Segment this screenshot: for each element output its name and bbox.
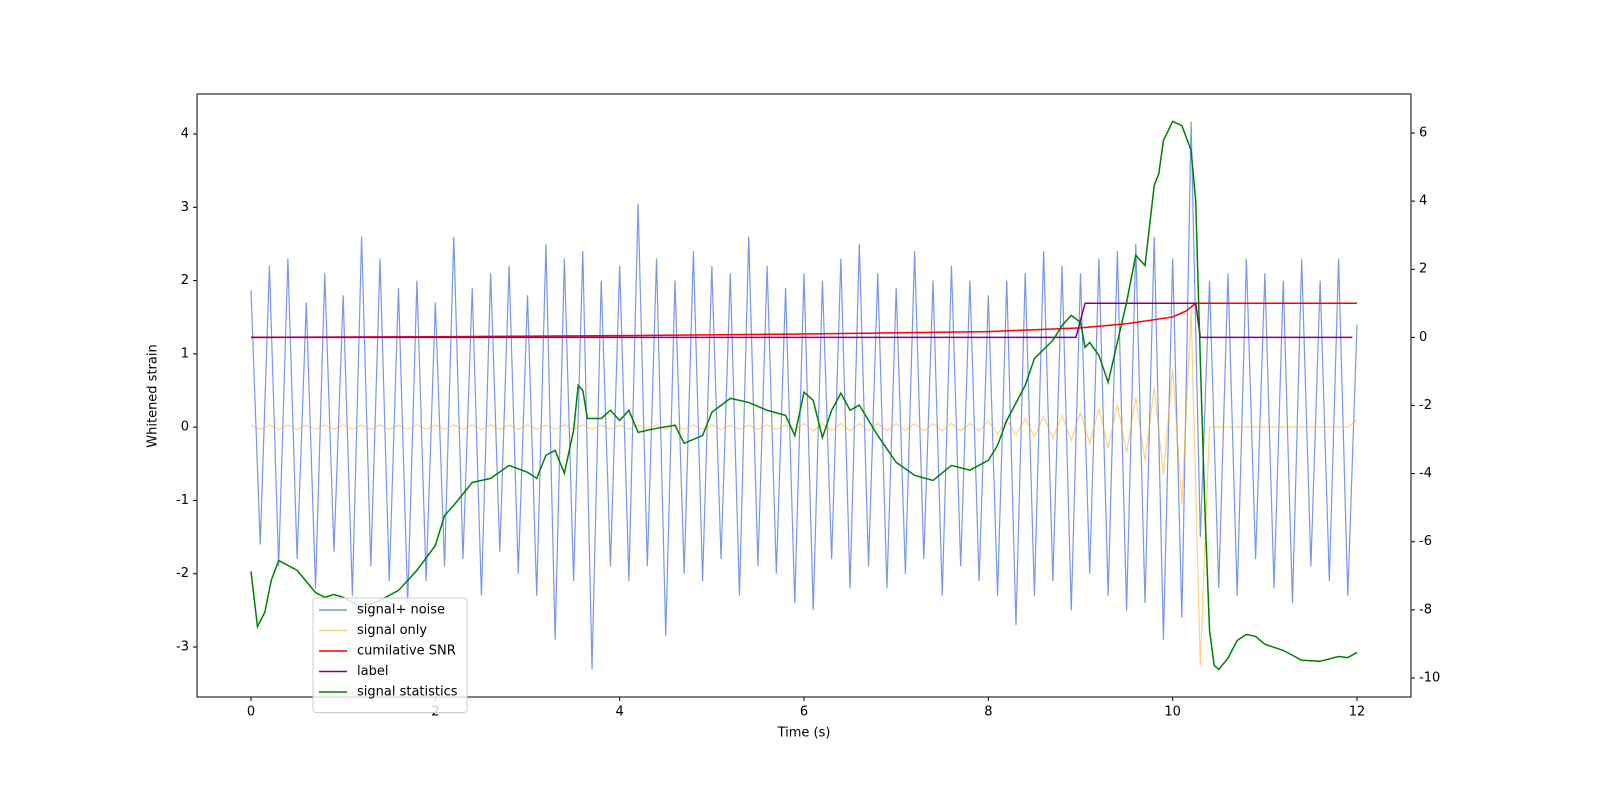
legend: signal+ noise signal only cumilative SNR la… (312, 597, 468, 713)
y-tick-label: 4 (181, 127, 189, 142)
x-tick-label: 12 (1349, 705, 1366, 720)
y2-tick-label: -6 (1419, 534, 1432, 549)
y-axis-label: Whitened strain (146, 344, 161, 447)
series-line (251, 302, 1353, 339)
x-tick-label: 0 (247, 705, 255, 720)
y-tick-label: -1 (176, 493, 189, 508)
series-line (250, 120, 1358, 671)
x-tick-label: 4 (616, 705, 624, 720)
y2-tick-label: -8 (1419, 602, 1432, 617)
legend-box (312, 597, 468, 713)
y-tick-label: -3 (176, 640, 189, 655)
y-tick-label: 2 (181, 273, 189, 288)
y-tick-label: 1 (181, 346, 189, 361)
y2-tick-label: 4 (1419, 194, 1427, 209)
series-line (250, 309, 1358, 666)
x-axis-label: Time (s) (777, 726, 831, 741)
legend-label: label (357, 664, 388, 679)
y2-tick-label: -10 (1419, 670, 1440, 685)
y2-tick-label: 2 (1419, 262, 1427, 277)
y-tick-label: 3 (181, 200, 189, 215)
legend-label: signal statistics (357, 685, 458, 700)
y2-tick-label: 6 (1419, 126, 1427, 141)
series-line (251, 302, 1357, 339)
x-tick-label: 6 (800, 705, 808, 720)
y2-tick-label: 0 (1419, 330, 1427, 345)
legend-label: cumilative SNR (357, 644, 456, 659)
x-tick-label: 8 (984, 705, 992, 720)
x-tick-label: 10 (1164, 705, 1181, 720)
legend-label: signal only (357, 623, 427, 638)
y2-tick-label: -2 (1419, 398, 1432, 413)
y-tick-label: 0 (181, 420, 189, 435)
y-tick-label: -2 (176, 566, 189, 581)
series-line (250, 121, 1358, 670)
y2-tick-label: -4 (1419, 466, 1432, 481)
legend-label: signal+ noise (357, 603, 445, 618)
